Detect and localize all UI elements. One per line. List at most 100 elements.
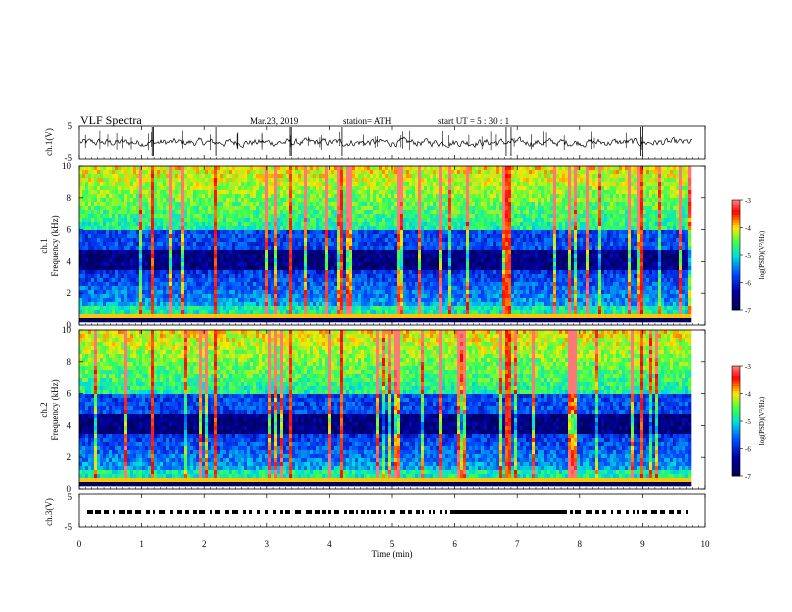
spectrogram-cell — [430, 238, 434, 243]
spectrogram-cell — [220, 318, 224, 323]
spectrogram-cell — [373, 310, 377, 315]
spectrogram-cell — [157, 274, 161, 279]
spectrogram-cell — [433, 262, 437, 267]
spectrogram-cell — [274, 278, 278, 283]
spectrogram-cell — [457, 206, 461, 211]
spectrogram-cell — [127, 250, 131, 255]
spectrogram-cell — [301, 250, 305, 255]
spectrogram-cell — [304, 206, 308, 211]
spectrogram-cell — [307, 170, 311, 175]
spectrogram-cell — [418, 306, 422, 311]
spectrogram-cell — [232, 210, 236, 215]
spectrogram-cell — [340, 230, 344, 235]
spectrogram-cell — [178, 178, 182, 183]
spectrogram-cell — [232, 306, 236, 311]
spectrogram-cell — [190, 254, 194, 259]
spectrogram-cell — [157, 278, 161, 283]
spectrogram-cell — [172, 210, 176, 215]
spectrogram-cell — [217, 258, 221, 263]
spectrogram-cell — [337, 190, 341, 195]
spectrogram-cell — [298, 242, 302, 247]
spectrogram-cell — [403, 190, 407, 195]
spectrogram-cell — [247, 218, 251, 223]
spectrogram-cell — [280, 202, 284, 207]
spectrogram-cell — [331, 310, 335, 315]
spectrogram-cell — [139, 182, 143, 187]
spectrogram-cell — [409, 258, 413, 263]
spectrogram-cell — [382, 206, 386, 211]
spectrogram-cell — [154, 282, 158, 287]
spectrogram-cell — [166, 214, 170, 219]
spectrogram-cell — [130, 298, 134, 303]
spectrogram-cell — [289, 214, 293, 219]
spectrogram-cell — [97, 210, 101, 215]
spectrogram-cell — [328, 278, 332, 283]
spectrogram-cell — [376, 250, 380, 255]
spectrogram-cell — [160, 294, 164, 299]
spectrogram-cell — [166, 194, 170, 199]
spectrogram-cell — [451, 270, 455, 275]
spectrogram-cell — [103, 306, 107, 311]
spectrogram-cell — [139, 266, 143, 271]
spectrogram-cell — [424, 190, 428, 195]
spectrogram-cell — [118, 306, 122, 311]
spectrogram-cell — [391, 194, 395, 199]
spectrogram-cell — [439, 258, 443, 263]
spectrogram-cell — [313, 198, 317, 203]
spectrogram-cell — [94, 238, 98, 243]
spectrogram-cell — [142, 234, 146, 239]
spectrogram-cell — [310, 278, 314, 283]
spectrogram-cell — [229, 194, 233, 199]
spectrogram-cell — [343, 166, 347, 171]
spectrogram-cell — [283, 270, 287, 275]
spectrogram-cell — [241, 286, 245, 291]
spectrogram-cell — [346, 170, 350, 175]
spectrogram-cell — [154, 218, 158, 223]
spectrogram-cell — [280, 302, 284, 307]
spectrogram-cell — [319, 274, 323, 279]
spectrogram-cell — [130, 238, 134, 243]
date-label: Mar.23, 2019 — [250, 116, 299, 126]
spectrogram-cell — [364, 186, 368, 191]
spectrogram-cell — [151, 298, 155, 303]
spectrogram-cell — [145, 266, 149, 271]
spectrogram-cell — [205, 230, 209, 235]
spectrogram-cell — [181, 230, 185, 235]
spectrogram-cell — [295, 210, 299, 215]
spectrogram-cell — [172, 262, 176, 267]
spectrogram-cell — [241, 246, 245, 251]
spectrogram-cell — [196, 202, 200, 207]
spectrogram-cell — [253, 238, 257, 243]
spectrogram-cell — [388, 246, 392, 251]
spectrogram-cell — [181, 218, 185, 223]
spectrogram-cell — [280, 306, 284, 311]
spectrogram-cell — [451, 210, 455, 215]
spectrogram-cell — [283, 194, 287, 199]
spectrogram-cell — [322, 194, 326, 199]
spectrogram-cell — [94, 290, 98, 295]
spectrogram-cell — [379, 238, 383, 243]
spectrogram-cell — [457, 246, 461, 251]
spectrogram-cell — [415, 238, 419, 243]
spectrogram-cell — [448, 170, 452, 175]
spectrogram-cell — [322, 254, 326, 259]
spectrogram-cell — [265, 306, 269, 311]
spectrogram-cell — [415, 278, 419, 283]
spectrogram-cell — [307, 190, 311, 195]
spectrogram-cell — [319, 234, 323, 239]
spectrogram-cell — [418, 194, 422, 199]
spectrogram-cell — [262, 166, 266, 171]
spectrogram-cell — [352, 242, 356, 247]
spectrogram-cell — [412, 230, 416, 235]
spectrogram-cell — [319, 294, 323, 299]
spectrogram-cell — [442, 306, 446, 311]
spectrogram-cell — [169, 282, 173, 287]
spectrogram-cell — [112, 234, 116, 239]
spectrogram-cell — [352, 226, 356, 231]
spectrogram-cell — [379, 302, 383, 307]
spectrogram-cell — [394, 306, 398, 311]
spectrogram-cell — [397, 274, 401, 279]
spectrogram-cell — [103, 182, 107, 187]
spectrogram-cell — [118, 202, 122, 207]
spectrogram-cell — [112, 274, 116, 279]
